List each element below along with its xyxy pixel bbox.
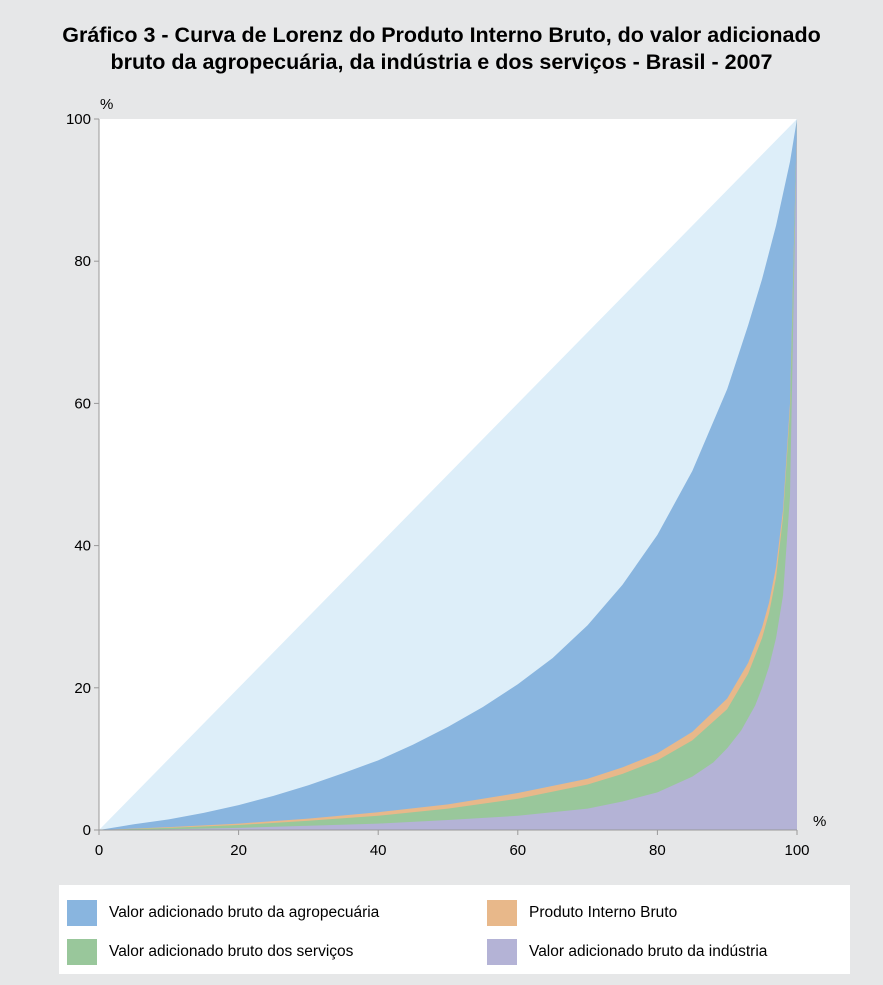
tick-labels: 0 20 40 60 80 100 0 20 40 60 80 100 (66, 111, 810, 859)
lorenz-chart: 0 20 40 60 80 100 0 20 40 60 80 100 % % (66, 96, 826, 859)
y-tick-label: 100 (66, 111, 91, 128)
y-tick-label: 40 (74, 538, 91, 555)
series-areas (99, 119, 797, 830)
y-tick-label: 0 (83, 822, 91, 839)
legend-swatch-pib (487, 900, 517, 926)
x-tick-label: 0 (95, 842, 103, 859)
legend: Valor adicionado bruto da agropecuária P… (59, 885, 850, 974)
x-tick-label: 20 (230, 842, 247, 859)
x-tick-label: 40 (370, 842, 387, 859)
axes (94, 118, 798, 835)
chart-title: Gráfico 3 - Curva de Lorenz do Produto I… (0, 22, 883, 76)
y-tick-label: 20 (74, 680, 91, 697)
series-area-agropecuaria (99, 119, 797, 830)
legend-swatch-agropecuaria (67, 900, 97, 926)
legend-label-industria: Valor adicionado bruto da indústria (529, 943, 768, 960)
x-tick-label: 60 (509, 842, 526, 859)
legend-label-pib: Produto Interno Bruto (529, 904, 678, 921)
y-tick-label: 80 (74, 253, 91, 270)
legend-swatch-industria (487, 939, 517, 965)
legend-label-servicos: Valor adicionado bruto dos serviços (109, 943, 354, 960)
chart-title-line-2: bruto da agropecuária, da indústria e do… (110, 50, 773, 74)
series-area-industria (99, 119, 797, 830)
legend-swatch-servicos (67, 939, 97, 965)
legend-label-agropecuaria: Valor adicionado bruto da agropecuária (109, 904, 380, 921)
x-axis-label: % (813, 813, 826, 830)
chart-title-line-1: Gráfico 3 - Curva de Lorenz do Produto I… (62, 23, 821, 47)
y-tick-label: 60 (74, 395, 91, 412)
x-tick-label: 80 (649, 842, 666, 859)
x-tick-label: 100 (784, 842, 809, 859)
y-axis-label: % (100, 96, 113, 113)
